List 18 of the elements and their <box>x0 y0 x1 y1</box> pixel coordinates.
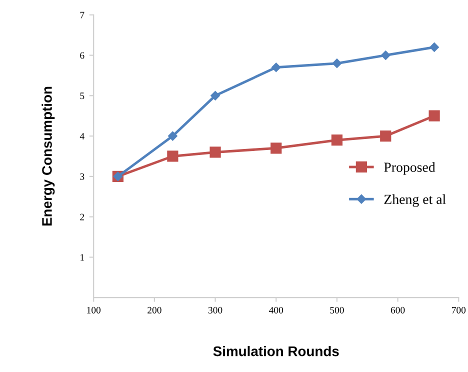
x-tick-label: 400 <box>269 306 284 314</box>
x-tick-label: 500 <box>330 306 344 314</box>
y-tick-label: 6 <box>80 52 84 59</box>
x-axis-title: Simulation Rounds <box>213 346 339 356</box>
x-tick-label: 100 <box>87 306 101 314</box>
y-tick-label: 4 <box>80 133 84 140</box>
y-tick-label: 7 <box>80 12 84 18</box>
x-tick-label: 700 <box>452 306 466 314</box>
y-tick-label: 1 <box>80 254 84 261</box>
x-tick-label: 600 <box>390 306 405 314</box>
y-tick-label: 3 <box>80 173 84 180</box>
y-tick-label: 5 <box>80 92 84 100</box>
legend-label: Proposed <box>384 162 436 175</box>
x-tick-label: 300 <box>208 306 222 314</box>
x-tick-label: 200 <box>148 306 162 314</box>
legend-label: Zheng et al <box>384 194 446 207</box>
y-tick-label: 2 <box>80 214 84 220</box>
y-axis-title: Energy Consumption <box>42 86 55 226</box>
